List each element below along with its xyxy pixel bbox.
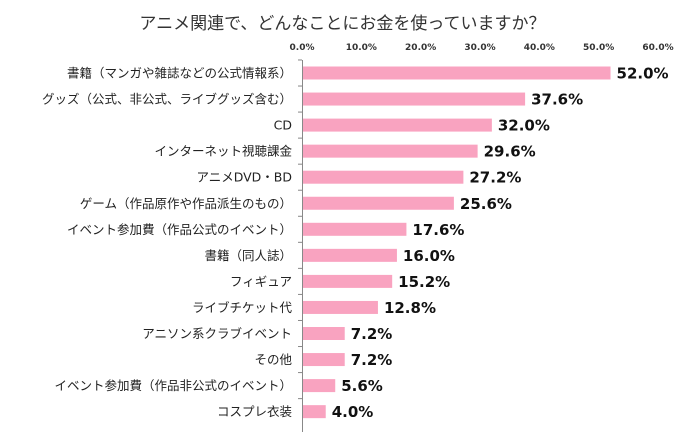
x-tick-label: 40.0% [524, 43, 555, 53]
bar [303, 327, 345, 340]
bar [303, 353, 345, 367]
value-label: 5.6% [341, 377, 383, 395]
bar [303, 274, 393, 288]
value-label: 4.0% [332, 403, 374, 421]
value-label: 7.2% [351, 325, 393, 343]
bar [303, 66, 611, 80]
bar [303, 248, 397, 262]
category-label: アニメDVD・BD [196, 170, 292, 185]
chart-title: アニメ関連で、どんなことにお金を使っていますか？ [139, 14, 546, 34]
x-tick-label: 20.0% [405, 43, 436, 53]
bar [303, 118, 492, 132]
value-label: 37.6% [531, 91, 583, 109]
category-label: コスプレ衣装 [217, 404, 292, 419]
category-label: アニソン系クラブイベント [142, 326, 292, 341]
value-label: 52.0% [617, 65, 669, 83]
x-tick-label: 30.0% [464, 43, 495, 53]
x-tick-label: 0.0% [290, 43, 315, 53]
category-label: ゲーム（作品原作や作品派生のもの） [80, 196, 292, 211]
category-label: イベント参加費（作品公式のイベント） [67, 222, 292, 237]
value-label: 7.2% [351, 351, 393, 369]
value-label: 25.6% [460, 195, 512, 213]
category-label: ライブチケット代 [192, 300, 293, 315]
bar [303, 144, 478, 158]
category-label: イベント参加費（作品非公式のイベント） [54, 378, 292, 393]
category-label: 書籍（同人誌） [204, 248, 292, 263]
bar [303, 405, 326, 419]
bar [303, 92, 526, 106]
value-label: 16.0% [403, 247, 455, 265]
bar [303, 170, 464, 184]
value-label: 27.2% [469, 169, 521, 187]
category-label: その他 [254, 352, 292, 367]
category-label: 書籍（マンガや雑誌などの公式情報系） [67, 66, 292, 81]
category-label: フィギュア [230, 274, 292, 289]
value-label: 29.6% [484, 143, 536, 161]
x-tick-label: 50.0% [583, 43, 614, 53]
category-label: グッズ（公式、非公式、ライブグッズ含む） [42, 92, 292, 107]
x-tick-label: 10.0% [346, 43, 377, 53]
x-tick-label: 60.0% [642, 43, 673, 53]
value-label: 32.0% [498, 117, 550, 135]
value-label: 17.6% [412, 221, 464, 239]
bar [303, 222, 407, 236]
bar [303, 379, 336, 393]
bar [303, 300, 378, 314]
category-label: インターネット視聴課金 [154, 144, 292, 159]
value-label: 12.8% [384, 299, 436, 317]
category-label: CD [274, 118, 292, 133]
bar [303, 196, 454, 210]
value-label: 15.2% [398, 273, 450, 291]
